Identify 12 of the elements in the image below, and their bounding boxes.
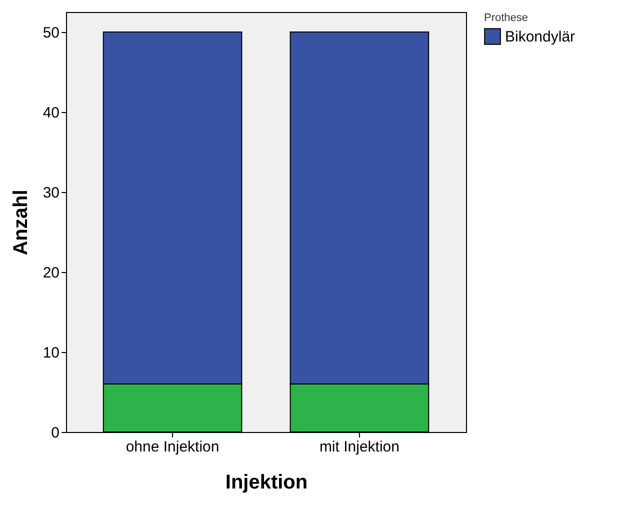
y-tick-label: 30 bbox=[42, 184, 60, 202]
y-tick-label: 0 bbox=[51, 424, 60, 442]
y-tick-label: 20 bbox=[42, 264, 60, 282]
y-tick-label: 50 bbox=[42, 24, 60, 42]
y-axis-title: Anzahl bbox=[10, 190, 32, 256]
y-tick-label: 40 bbox=[42, 104, 60, 122]
x-tick-label: mit Injektion bbox=[319, 438, 400, 456]
legend-label: Bikondylär bbox=[505, 28, 576, 46]
y-tick-label: 10 bbox=[42, 344, 60, 362]
legend-title: Prothese bbox=[484, 12, 528, 24]
x-tick-label: ohne Injektion bbox=[126, 438, 220, 456]
x-axis-title: Injektion bbox=[225, 472, 308, 494]
